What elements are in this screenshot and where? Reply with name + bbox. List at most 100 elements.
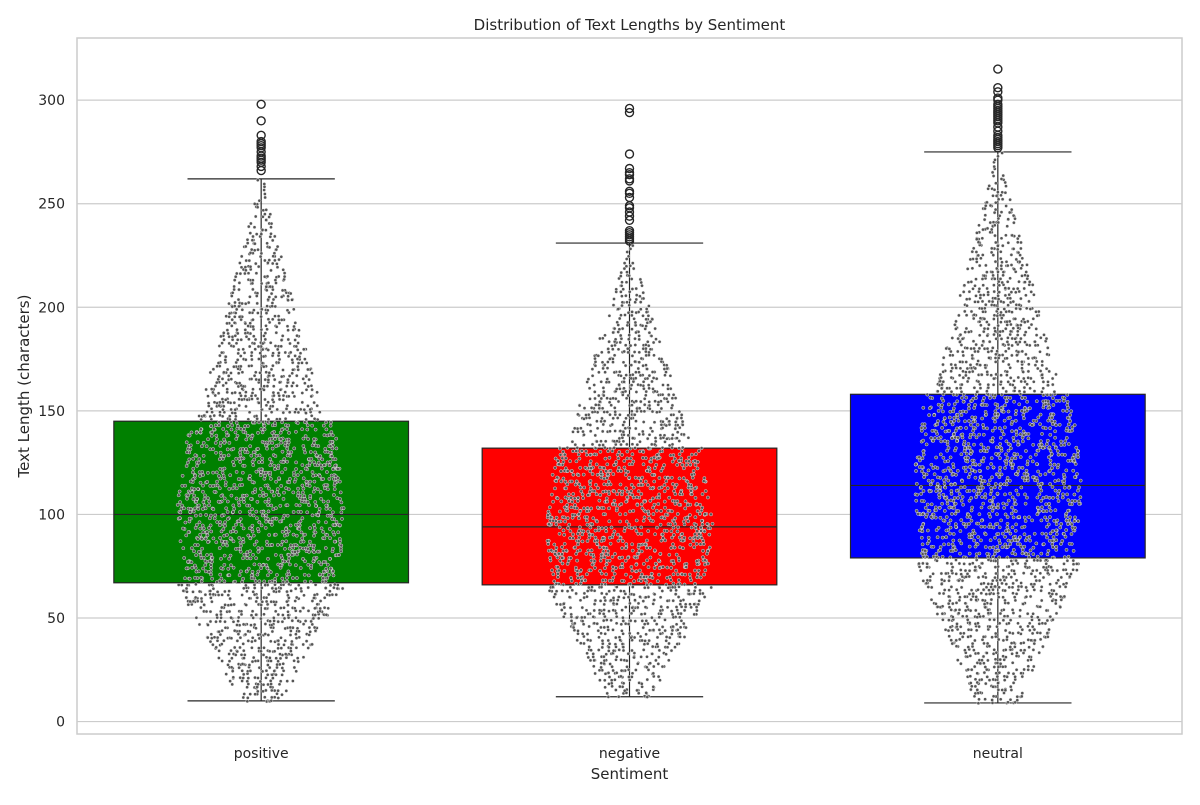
swarm-point <box>322 500 325 503</box>
swarm-point <box>969 688 972 691</box>
swarm-point <box>270 624 273 627</box>
swarm-point <box>678 453 681 456</box>
swarm-point <box>672 533 675 536</box>
swarm-point <box>258 666 261 669</box>
swarm-point <box>603 659 606 662</box>
swarm-point <box>219 573 222 576</box>
swarm-point <box>663 506 666 509</box>
swarm-point <box>983 603 986 606</box>
swarm-point <box>1015 654 1018 657</box>
swarm-point <box>1010 559 1013 562</box>
swarm-point <box>935 552 938 555</box>
swarm-point <box>228 590 231 593</box>
swarm-point <box>271 673 274 676</box>
swarm-point <box>1067 555 1070 558</box>
swarm-point <box>250 640 253 643</box>
swarm-point <box>986 642 989 645</box>
swarm-point <box>653 598 656 601</box>
swarm-point <box>339 491 342 494</box>
swarm-point <box>677 579 680 582</box>
swarm-point <box>285 600 288 603</box>
swarm-point <box>653 456 656 459</box>
swarm-point <box>699 526 702 529</box>
swarm-point <box>274 295 277 298</box>
swarm-point <box>274 455 277 458</box>
swarm-point <box>980 525 983 528</box>
swarm-point <box>638 334 641 337</box>
swarm-point <box>224 355 227 358</box>
swarm-point <box>947 629 950 632</box>
swarm-point <box>248 345 251 348</box>
swarm-point <box>945 536 948 539</box>
swarm-point <box>192 510 195 513</box>
swarm-point <box>977 702 980 705</box>
swarm-point <box>233 507 236 510</box>
swarm-point <box>338 497 341 500</box>
swarm-point <box>651 506 654 509</box>
swarm-point <box>644 457 647 460</box>
swarm-point <box>1033 588 1036 591</box>
swarm-point <box>270 504 273 507</box>
swarm-point <box>251 660 254 663</box>
swarm-point <box>286 378 289 381</box>
swarm-point <box>583 616 586 619</box>
swarm-point <box>202 567 205 570</box>
swarm-point <box>619 374 622 377</box>
swarm-point <box>980 678 983 681</box>
swarm-point <box>624 513 627 516</box>
swarm-point <box>229 474 232 477</box>
swarm-point <box>926 529 929 532</box>
swarm-point <box>203 603 206 606</box>
swarm-point <box>267 593 270 596</box>
swarm-point <box>319 464 322 467</box>
swarm-point <box>238 382 241 385</box>
swarm-point <box>236 358 239 361</box>
swarm-point <box>292 510 295 513</box>
swarm-point <box>1009 619 1012 622</box>
swarm-point <box>237 547 240 550</box>
swarm-point <box>263 188 266 191</box>
swarm-point <box>253 226 256 229</box>
swarm-point <box>340 511 343 514</box>
swarm-point <box>1038 509 1041 512</box>
swarm-point <box>693 603 696 606</box>
swarm-point <box>261 564 264 567</box>
swarm-point <box>212 508 215 511</box>
swarm-point <box>603 483 606 486</box>
swarm-point <box>322 477 325 480</box>
swarm-point <box>634 371 637 374</box>
swarm-point <box>1010 512 1013 515</box>
swarm-point <box>316 550 319 553</box>
swarm-point <box>593 566 596 569</box>
swarm-point <box>661 625 664 628</box>
swarm-point <box>245 603 248 606</box>
swarm-point <box>651 318 654 321</box>
swarm-point <box>630 410 633 413</box>
swarm-point <box>202 441 205 444</box>
swarm-point <box>312 490 315 493</box>
swarm-point <box>192 467 195 470</box>
swarm-point <box>677 612 680 615</box>
swarm-point <box>278 358 281 361</box>
swarm-point <box>241 447 244 450</box>
swarm-point <box>264 378 267 381</box>
swarm-point <box>301 537 304 540</box>
swarm-point <box>271 364 274 367</box>
swarm-point <box>251 636 254 639</box>
swarm-point <box>299 610 302 613</box>
swarm-point <box>242 623 245 626</box>
swarm-point <box>562 529 565 532</box>
swarm-point <box>243 351 246 354</box>
swarm-point <box>296 474 299 477</box>
swarm-point <box>237 288 240 291</box>
swarm-point <box>622 440 625 443</box>
swarm-point <box>264 484 267 487</box>
swarm-point <box>936 605 939 608</box>
swarm-point <box>209 371 212 374</box>
swarm-point <box>1010 506 1013 509</box>
swarm-point <box>1027 665 1030 668</box>
swarm-point <box>579 466 582 469</box>
swarm-point <box>560 608 563 611</box>
swarm-point <box>708 533 711 536</box>
swarm-point <box>958 539 961 542</box>
